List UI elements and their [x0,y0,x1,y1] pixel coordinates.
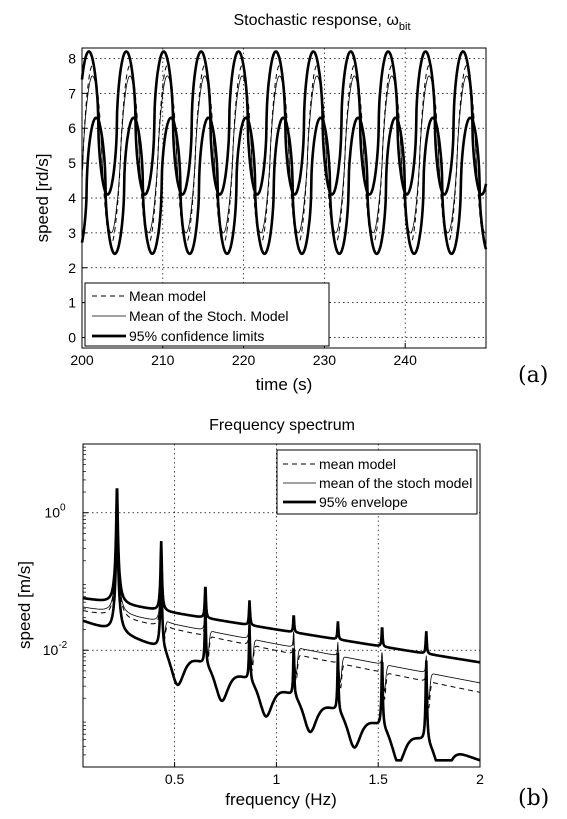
chart-b-xtick-label: 2 [476,771,484,787]
chart-a-y-ticks: 0 1 2 3 4 5 6 7 8 [68,50,87,346]
chart-a-ytick-label: 4 [68,190,76,206]
chart-b-ytick-label: 100 [44,503,66,521]
chart-b-xtick-label: 0.5 [165,771,185,787]
chart-a-xtick-label: 230 [313,352,337,368]
chart-b-legend: mean model mean of the stoch model 95% e… [276,449,478,515]
chart-b-y-ticks: 100 10-2 [43,446,88,768]
chart-a-title: Stochastic response, ωbit [233,12,410,33]
panel-a: Stochastic response, ωbit 200 210 220 230 24… [33,12,548,394]
chart-a-plot-area [80,50,488,256]
series-b-mean-model [82,491,481,709]
chart-b-title: Frequency spectrum [209,417,355,434]
chart-a-ytick-label: 8 [68,50,76,66]
chart-a-xtick-label: 220 [232,352,256,368]
chart-a-xlabel: time (s) [256,375,313,394]
chart-b-xtick-label: 1.5 [368,771,388,787]
chart-a-ytick-label: 7 [68,85,76,101]
series-a-confidence-lower [80,116,488,256]
chart-b-plot-area [82,488,481,762]
chart-a-ylabel: speed [rd/s] [33,154,52,243]
chart-b-xlabel: frequency (Hz) [225,790,336,809]
chart-a-xtick-label: 210 [151,352,175,368]
chart-a-ytick-label: 0 [68,330,76,346]
panel-a-tag: (a) [518,363,548,388]
chart-a-legend: Mean model Mean of the Stoch. Model 95% … [84,282,330,347]
chart-a-xtick-label: 200 [70,352,94,368]
chart-a-xtick-label: 240 [394,352,418,368]
legend-b-label-mean-model: mean model [319,456,396,472]
chart-a-ytick-label: 5 [68,155,76,171]
chart-a-ytick-label: 2 [68,260,76,276]
legend-a-label-confidence: 95% confidence limits [129,328,264,344]
series-a-confidence-upper [80,50,488,196]
legend-b-label-envelope: 95% envelope [319,494,408,510]
legend-a-label-mean-model: Mean model [129,288,206,304]
chart-a-x-ticks: 200 210 220 230 240 [70,343,417,368]
chart-a-ytick-label: 1 [68,295,76,311]
chart-b-frame [82,443,481,768]
chart-a-ytick-label: 3 [68,225,76,241]
series-b-envelope-upper [82,488,481,664]
chart-b-ylabel: speed [m/s] [15,561,34,649]
series-b-stoch-mean [83,491,481,700]
chart-b-xtick-label: 1 [273,771,281,787]
chart-b-ytick-label: 10-2 [43,640,68,658]
chart-b-x-ticks: 0.5 1 1.5 2 [165,762,484,787]
panel-b-tag: (b) [518,786,549,811]
chart-a-ytick-label: 6 [68,120,76,136]
legend-a-label-stoch-mean: Mean of the Stoch. Model [129,308,289,324]
series-b-envelope-lower [82,501,481,762]
legend-b-label-stoch-mean: mean of the stoch model [319,475,472,491]
panel-b: Frequency spectrum 0.5 1 1.5 2 100 10-2 freq… [15,417,549,811]
